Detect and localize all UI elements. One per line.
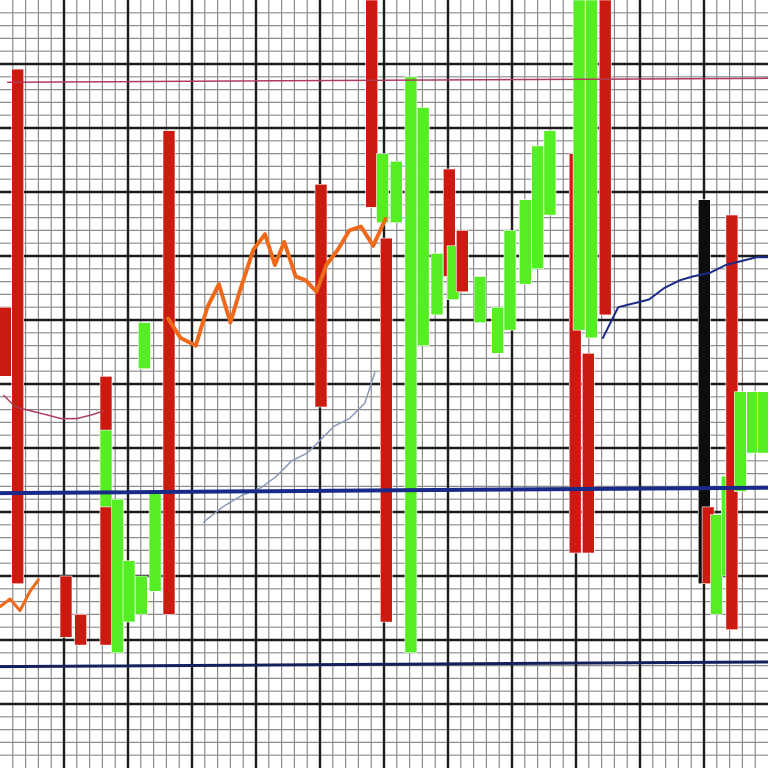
candle-bull bbox=[531, 145, 544, 270]
candle-bear bbox=[598, 0, 612, 316]
candle-bull bbox=[746, 391, 759, 454]
series-line-orange-price bbox=[166, 216, 388, 348]
candle-bull bbox=[518, 199, 532, 285]
candle-bull bbox=[503, 230, 517, 331]
candle-bull bbox=[122, 560, 136, 623]
candle-bear bbox=[314, 184, 328, 408]
candle-bull bbox=[473, 276, 487, 323]
candle-bear bbox=[581, 352, 595, 554]
series-line-rise-line bbox=[202, 371, 376, 523]
candle-bull bbox=[148, 491, 162, 592]
series-line-level-low bbox=[0, 660, 768, 669]
candle-bear bbox=[11, 68, 24, 584]
candle-bull bbox=[734, 391, 747, 492]
candle-bull bbox=[416, 107, 430, 346]
candle-bull bbox=[138, 322, 151, 370]
candle-bear bbox=[162, 130, 176, 615]
candle-bull bbox=[710, 514, 723, 615]
candle-bull bbox=[389, 161, 403, 224]
candle-bull bbox=[757, 391, 768, 454]
candle-bear bbox=[74, 614, 87, 646]
candle-bull bbox=[543, 130, 557, 216]
series-line-dip-line bbox=[3, 394, 105, 420]
series-line-orange-low bbox=[0, 578, 40, 613]
candle-bull bbox=[111, 498, 124, 654]
candle-bull bbox=[404, 76, 418, 654]
series-line-top-ref bbox=[6, 77, 768, 83]
candle-bear bbox=[379, 237, 393, 623]
candle-bull bbox=[572, 0, 586, 331]
candle-bear bbox=[99, 375, 113, 646]
lines-layer bbox=[0, 77, 768, 669]
candle-bear bbox=[0, 306, 12, 377]
series-line-level-high bbox=[0, 485, 768, 496]
candle-bear bbox=[365, 0, 379, 208]
candle-bull bbox=[585, 0, 598, 339]
candle-bull bbox=[135, 575, 148, 615]
candle-bull bbox=[430, 253, 444, 316]
candle-bull bbox=[376, 153, 389, 224]
candle-bear bbox=[455, 230, 469, 293]
series-line-trend-right bbox=[601, 256, 768, 339]
candle-bear bbox=[59, 575, 73, 638]
candle-bull bbox=[99, 429, 113, 508]
candle-bull bbox=[491, 306, 505, 354]
